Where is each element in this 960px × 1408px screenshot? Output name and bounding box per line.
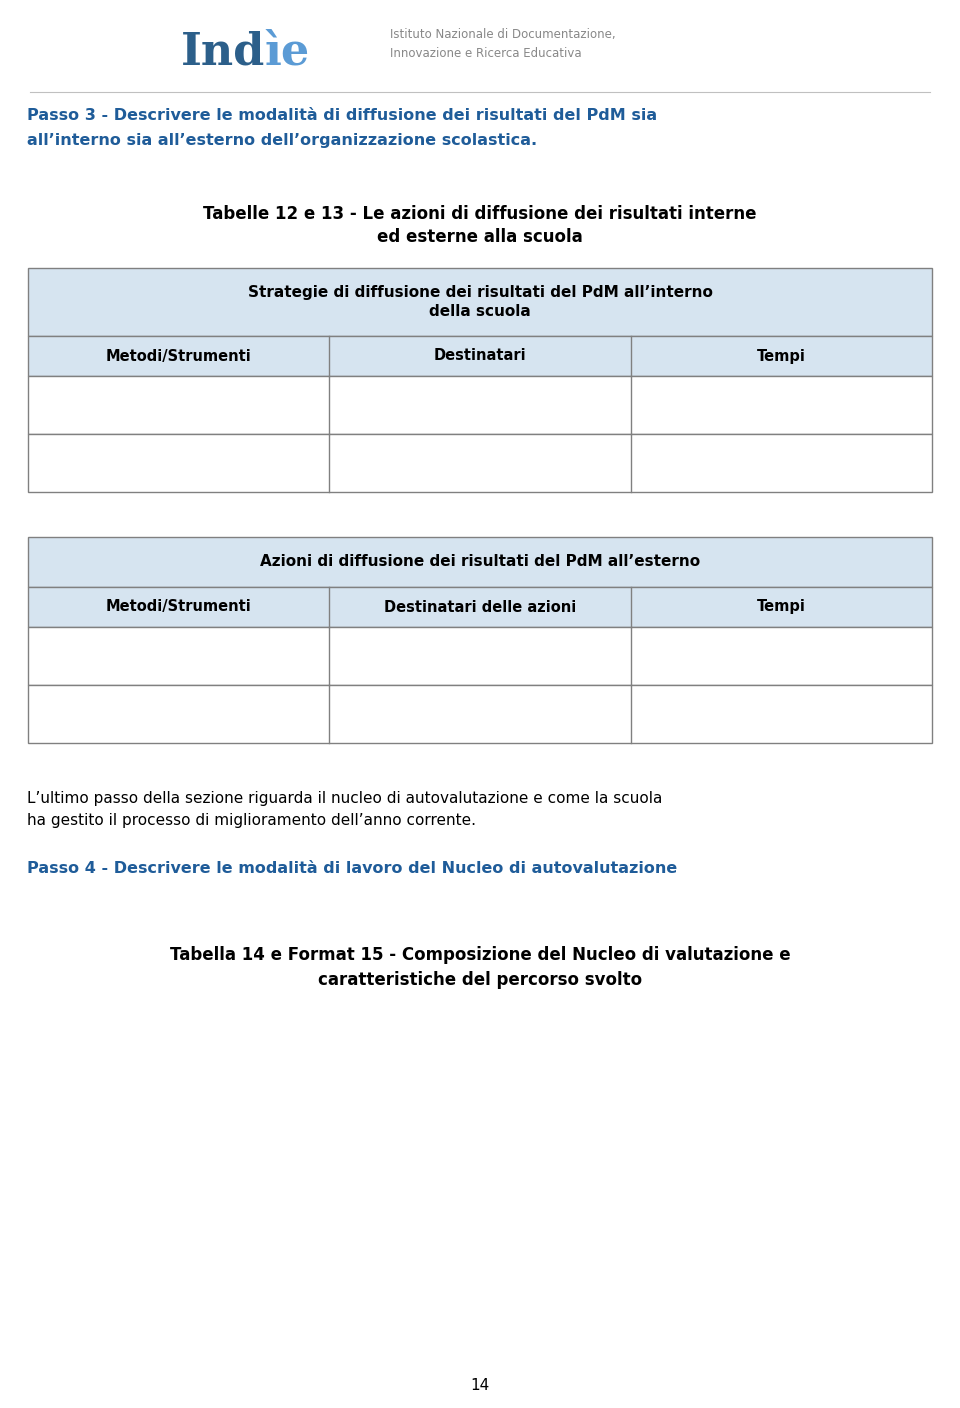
Text: della scuola: della scuola: [429, 304, 531, 318]
Text: Metodi/Strumenti: Metodi/Strumenti: [106, 349, 252, 363]
Text: Ind: Ind: [180, 31, 265, 73]
Text: Azioni di diffusione dei risultati del PdM all’esterno: Azioni di diffusione dei risultati del P…: [260, 555, 700, 569]
Text: ìe: ìe: [265, 31, 310, 73]
Text: Istituto Nazionale di Documentazione,
Innovazione e Ricerca Educativa: Istituto Nazionale di Documentazione, In…: [390, 28, 615, 61]
Text: 14: 14: [470, 1377, 490, 1393]
Text: ed esterne alla scuola: ed esterne alla scuola: [377, 228, 583, 246]
Bar: [28, 587, 932, 627]
Bar: [28, 337, 932, 376]
Bar: [28, 376, 932, 434]
Text: all’interno sia all’esterno dell’organizzazione scolastica.: all’interno sia all’esterno dell’organiz…: [27, 132, 538, 148]
Text: Tabelle 12 e 13 - Le azioni di diffusione dei risultati interne: Tabelle 12 e 13 - Le azioni di diffusion…: [204, 206, 756, 222]
Text: caratteristiche del percorso svolto: caratteristiche del percorso svolto: [318, 972, 642, 988]
Text: Destinatari: Destinatari: [434, 349, 526, 363]
Bar: [28, 268, 932, 337]
Text: ha gestito il processo di miglioramento dell’anno corrente.: ha gestito il processo di miglioramento …: [27, 812, 476, 828]
Text: Passo 3 - Descrivere le modalità di diffusione dei risultati del PdM sia: Passo 3 - Descrivere le modalità di diff…: [27, 108, 658, 122]
Bar: [28, 536, 932, 587]
Text: Metodi/Strumenti: Metodi/Strumenti: [106, 600, 252, 614]
Text: Strategie di diffusione dei risultati del PdM all’interno: Strategie di diffusione dei risultati de…: [248, 286, 712, 300]
Text: Tempi: Tempi: [756, 600, 805, 614]
Text: Tabella 14 e Format 15 - Composizione del Nucleo di valutazione e: Tabella 14 e Format 15 - Composizione de…: [170, 946, 790, 964]
Text: Tempi: Tempi: [756, 349, 805, 363]
Text: Destinatari delle azioni: Destinatari delle azioni: [384, 600, 576, 614]
Bar: [28, 627, 932, 686]
Bar: [28, 686, 932, 743]
Text: L’ultimo passo della sezione riguarda il nucleo di autovalutazione e come la scu: L’ultimo passo della sezione riguarda il…: [27, 791, 662, 805]
Bar: [28, 434, 932, 491]
Text: Passo 4 - Descrivere le modalità di lavoro del Nucleo di autovalutazione: Passo 4 - Descrivere le modalità di lavo…: [27, 862, 677, 876]
